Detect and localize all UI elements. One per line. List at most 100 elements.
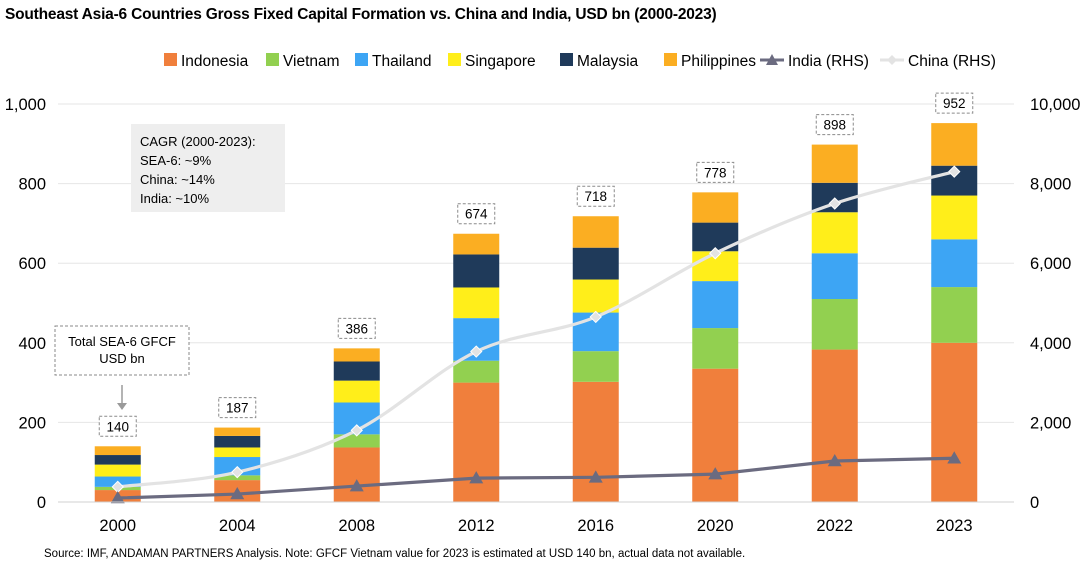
bar-indonesia — [333, 447, 380, 502]
line-china-rhs — [117, 170, 955, 489]
x-tick-label: 2022 — [816, 517, 853, 535]
legend-india-rhs-marker — [766, 54, 778, 65]
bar-philippines — [811, 144, 858, 183]
bar-malaysia — [572, 247, 619, 280]
y-right-tick-label: 0 — [1030, 494, 1039, 512]
legend-india-rhs-label: India (RHS) — [788, 53, 869, 70]
line-india-rhs-marker — [947, 451, 962, 464]
x-tick-label: 2020 — [697, 517, 734, 535]
y-right-tick-label: 6,000 — [1030, 255, 1071, 273]
total-label: 778 — [704, 165, 727, 180]
y-right-tick-label: 10,000 — [1030, 96, 1080, 114]
bar-indonesia — [572, 381, 619, 502]
x-tick-label: 2012 — [458, 517, 495, 535]
legend-singapore-label: Singapore — [465, 53, 536, 70]
line-china-rhs-marker — [589, 310, 602, 324]
y-left-tick-label: 0 — [37, 494, 46, 512]
bar-indonesia — [931, 342, 978, 502]
bar-philippines — [692, 192, 739, 223]
bar-singapore — [811, 212, 858, 254]
total-callout-line: USD bn — [99, 351, 145, 366]
total-label: 952 — [943, 96, 966, 111]
x-tick-label: 2004 — [219, 517, 256, 535]
legend-singapore-swatch — [448, 53, 461, 66]
bar-singapore — [333, 380, 380, 403]
legend-china-rhs-marker — [887, 55, 897, 65]
total-label: 898 — [823, 118, 846, 133]
bar-vietnam — [692, 328, 739, 369]
line-china-rhs-marker — [231, 465, 244, 479]
x-tick-label: 2008 — [338, 517, 375, 535]
bar-malaysia — [94, 455, 141, 465]
total-label-box — [935, 92, 974, 114]
total-label-box — [457, 203, 496, 225]
legend-thailand-label: Thailand — [372, 53, 431, 70]
bar-vietnam — [453, 360, 500, 383]
x-tick-label: 2000 — [99, 517, 136, 535]
line-china-rhs-marker — [709, 247, 722, 260]
line-china-rhs-marker — [470, 345, 483, 358]
legend-vietnam-swatch — [266, 53, 279, 66]
bar-singapore — [931, 195, 978, 240]
bar-vietnam — [931, 287, 978, 343]
bar-thailand — [931, 239, 978, 288]
y-right-tick-label: 4,000 — [1030, 335, 1071, 353]
total-label-box — [337, 317, 376, 339]
bar-thailand — [811, 253, 858, 300]
bar-singapore — [94, 464, 141, 477]
cagr-box-line: CAGR (2000-2023): — [140, 134, 256, 149]
total-label-box — [696, 161, 735, 183]
legend-vietnam-label: Vietnam — [283, 53, 340, 70]
bar-indonesia — [692, 368, 739, 502]
total-callout-box — [54, 325, 190, 376]
cagr-box — [131, 124, 285, 212]
y-left-tick-label: 600 — [18, 255, 46, 273]
total-label: 140 — [106, 419, 129, 434]
line-india-rhs-marker — [827, 454, 842, 467]
line-india-rhs-marker — [588, 470, 603, 483]
y-left-tick-label: 400 — [18, 335, 46, 353]
legend-malaysia-label: Malaysia — [577, 53, 639, 70]
line-india-rhs-marker — [349, 479, 364, 492]
y-left-tick-label: 200 — [18, 414, 46, 432]
bar-malaysia — [453, 254, 500, 288]
total-label-box — [218, 397, 257, 419]
total-label: 386 — [345, 321, 368, 336]
bar-philippines — [333, 348, 380, 362]
bar-philippines — [572, 216, 619, 248]
line-china-rhs-marker — [948, 165, 961, 178]
line-china-rhs-marker — [350, 424, 363, 437]
line-india-rhs-marker — [110, 491, 125, 504]
bar-singapore — [453, 287, 500, 319]
total-label-box — [98, 415, 137, 437]
x-tick-label: 2016 — [577, 517, 614, 535]
cagr-box-line: India: ~10% — [140, 191, 209, 206]
line-india-rhs-marker — [708, 467, 723, 480]
line-india-rhs — [117, 456, 955, 500]
bar-singapore — [214, 447, 261, 458]
line-china-rhs-marker — [828, 197, 841, 210]
source-note: Source: IMF, ANDAMAN PARTNERS Analysis. … — [44, 548, 746, 560]
bar-malaysia — [214, 435, 261, 448]
x-tick-label: 2023 — [936, 517, 973, 535]
cagr-box-line: China: ~14% — [140, 172, 215, 187]
bar-vietnam — [572, 351, 619, 382]
bar-singapore — [572, 279, 619, 313]
bar-philippines — [453, 233, 500, 255]
chart-canvas: 140 187 386 674 718 778 898 952 0 200 400 600 800 1,… — [5, 53, 1080, 535]
line-india-rhs-marker — [469, 471, 484, 484]
total-label: 674 — [465, 207, 488, 222]
bar-malaysia — [333, 361, 380, 381]
bar-indonesia — [453, 382, 500, 502]
y-right-tick-label: 2,000 — [1030, 414, 1071, 432]
line-india-rhs-marker — [230, 487, 245, 500]
legend-philippines-swatch — [664, 53, 677, 66]
legend-indonesia-swatch — [164, 53, 177, 66]
y-left-tick-label: 800 — [18, 176, 46, 194]
chart-title: Southeast Asia-6 Countries Gross Fixed C… — [5, 6, 717, 23]
cagr-box-line: SEA-6: ~9% — [140, 153, 212, 168]
y-right-tick-label: 8,000 — [1030, 176, 1071, 194]
bar-vietnam — [811, 299, 858, 350]
legend-philippines-label: Philippines — [681, 53, 756, 70]
total-label: 187 — [226, 401, 249, 416]
